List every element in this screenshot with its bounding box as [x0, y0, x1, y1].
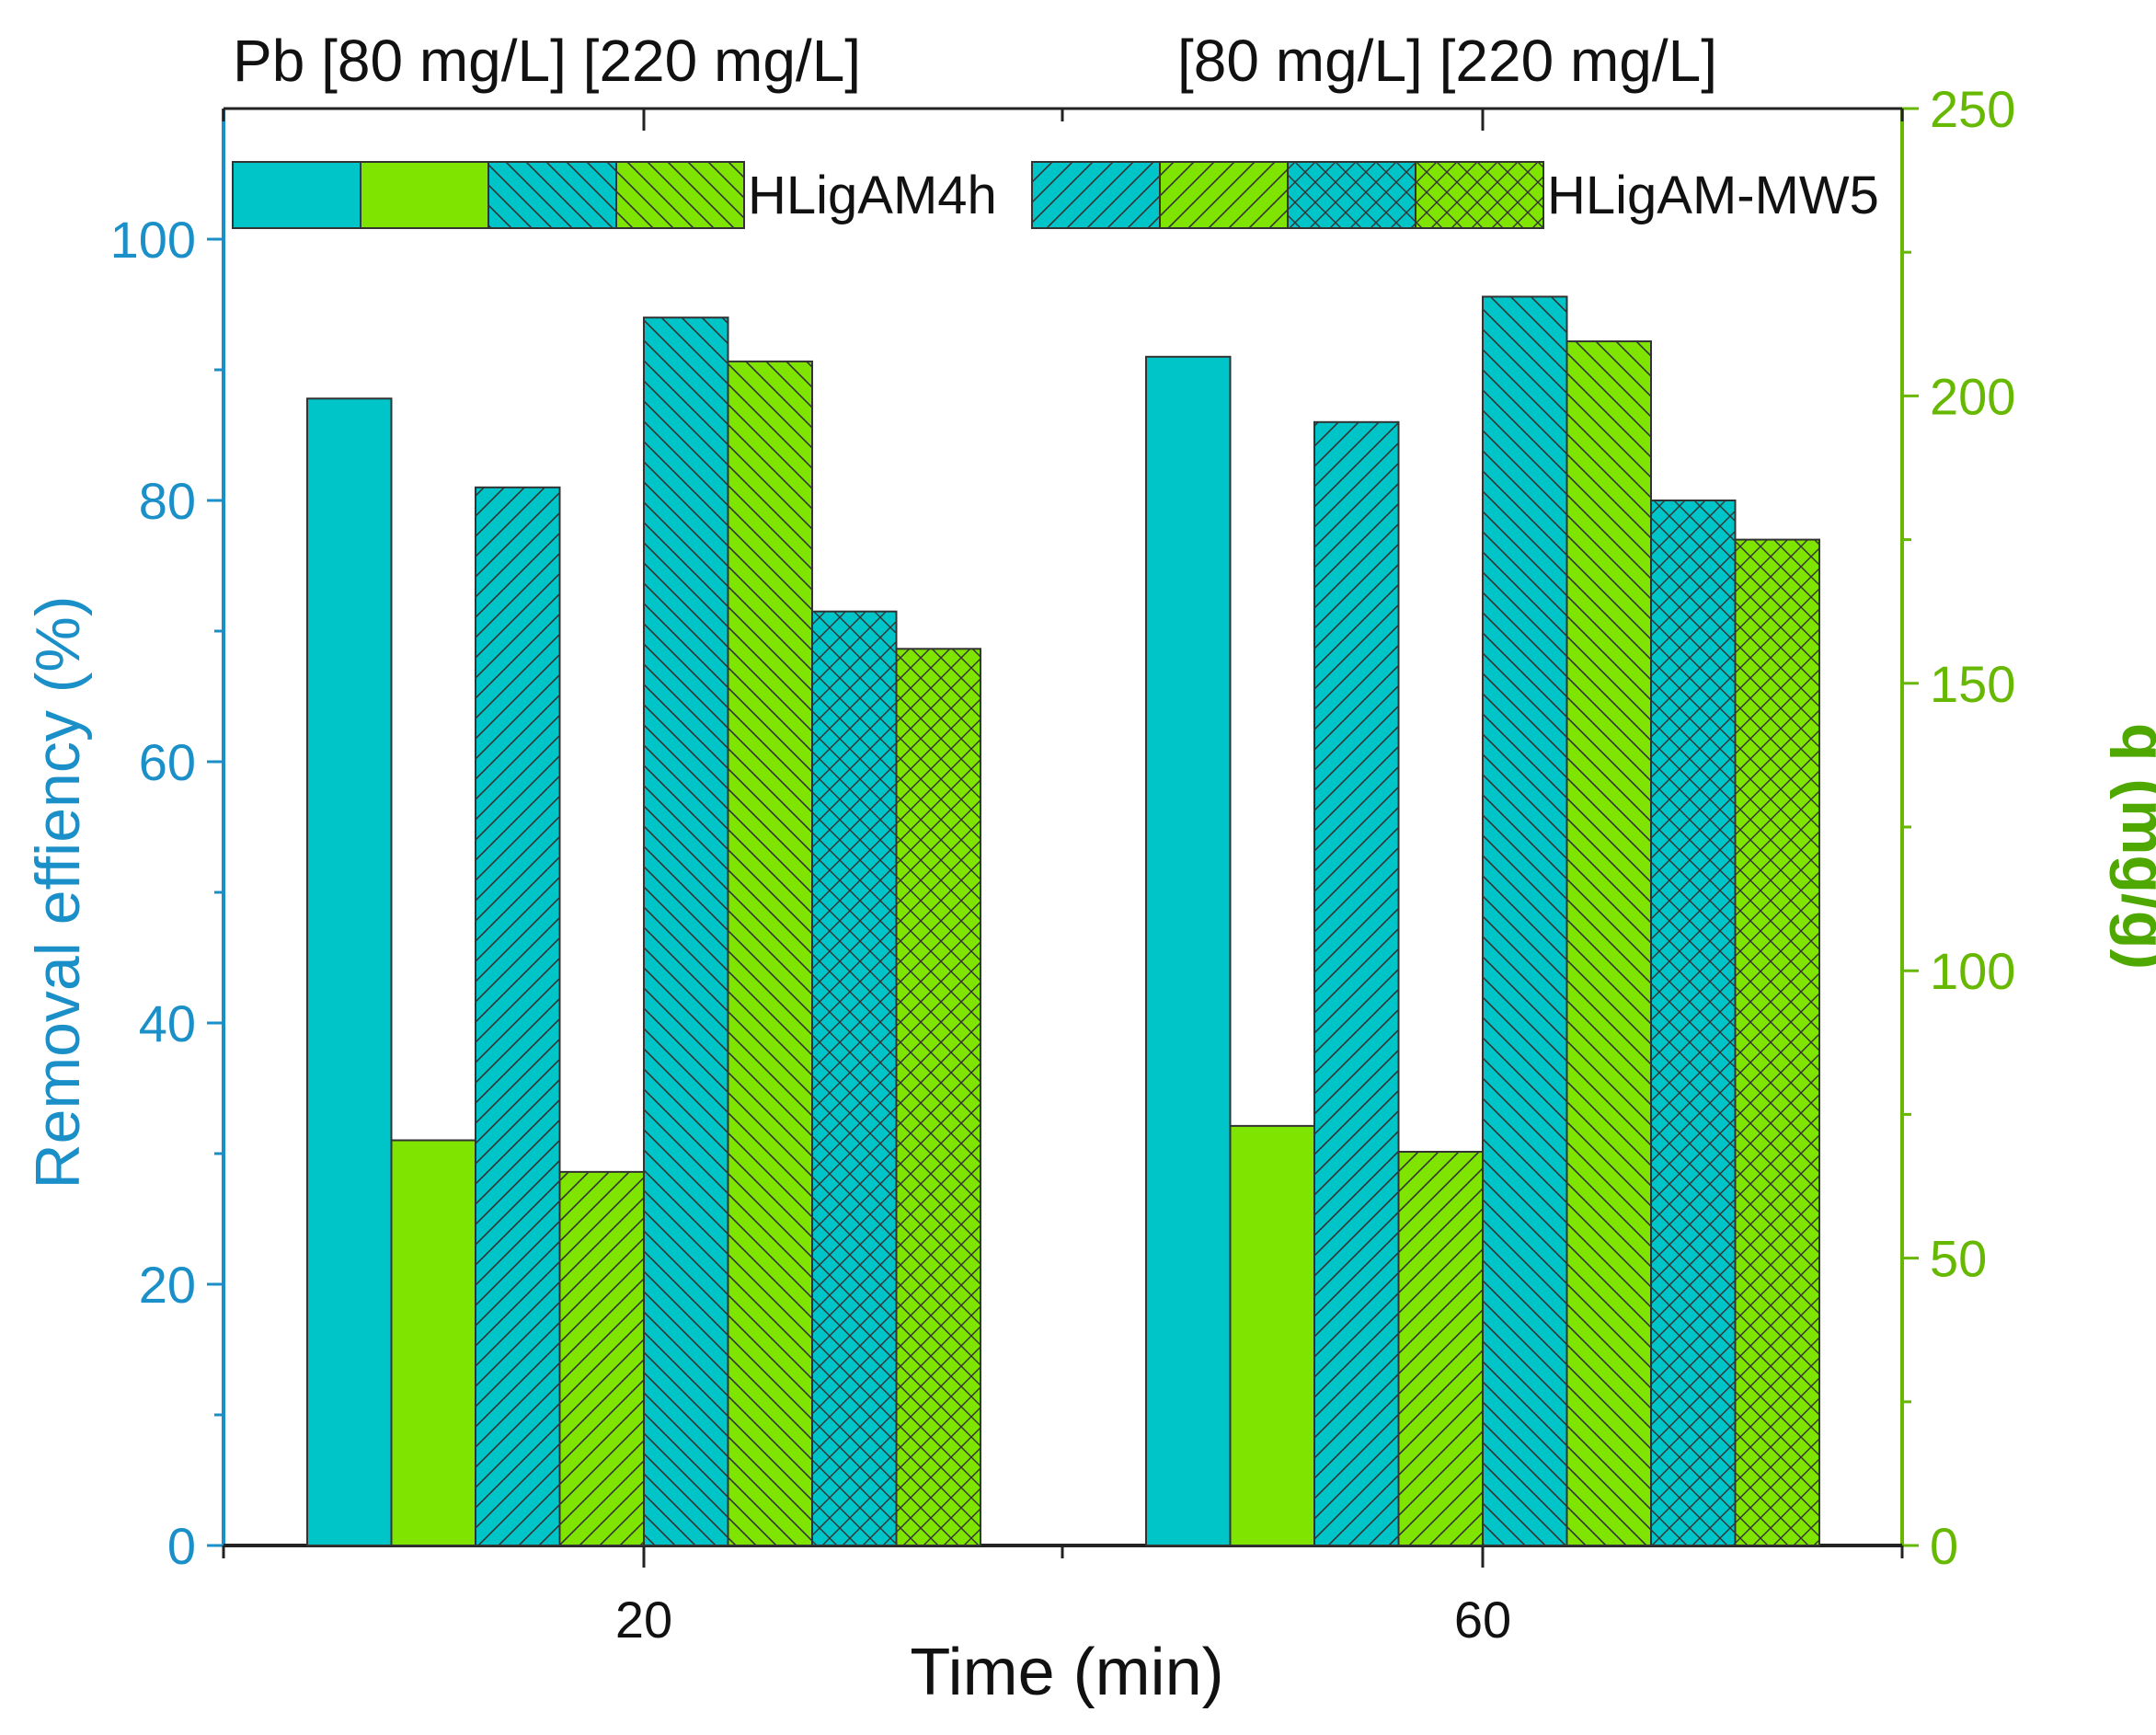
y-left-tick-label: 100 — [110, 211, 196, 269]
legend-swatch-hatch — [616, 162, 744, 228]
legend-swatch-hatch — [1032, 162, 1160, 228]
x-tick-label: 20 — [615, 1591, 672, 1649]
bar-hatch — [1314, 421, 1399, 1545]
y-left-tick-label: 60 — [139, 733, 196, 791]
bar — [1146, 356, 1231, 1545]
bar-hatch — [644, 317, 728, 1546]
header-label-right: [80 mg/L] [220 mg/L] — [1177, 28, 1717, 94]
legend-swatch-hatch — [1416, 162, 1543, 228]
legend-swatch — [233, 162, 361, 228]
bar-hatch — [476, 487, 560, 1545]
y-left-tick-label: 0 — [167, 1517, 196, 1575]
legend-swatch-hatch — [1160, 162, 1288, 228]
y-right-tick-label: 100 — [1930, 942, 2015, 1000]
y-right-tick-label: 150 — [1930, 655, 2015, 713]
legend-swatch-hatch — [1288, 162, 1416, 228]
bar-outline — [475, 486, 561, 1546]
legend-swatch-outline — [615, 161, 745, 229]
bar-hatch — [812, 611, 897, 1545]
y-axis-title-left: Removal effiency (%) — [23, 596, 93, 1189]
bar — [391, 1140, 476, 1545]
y-left-tick-label: 40 — [139, 994, 196, 1052]
y-right-tick-label: 250 — [1930, 80, 2015, 138]
bar-outline — [306, 397, 393, 1546]
legend-swatch — [361, 162, 488, 228]
bar-hatch — [896, 649, 981, 1545]
y-right-tick-label: 50 — [1930, 1230, 1987, 1288]
bar — [307, 398, 392, 1545]
legend-swatch-hatch — [488, 162, 616, 228]
legend-label: HLigAM-MW5 — [1547, 166, 1879, 225]
bar-hatch — [1483, 296, 1567, 1546]
bar-outline — [1145, 355, 1232, 1546]
y-axis-title-right: q (mg/g) — [2109, 723, 2156, 970]
bar-outline — [895, 648, 981, 1546]
bar-hatch — [1566, 341, 1651, 1546]
legend-label: HLigAM4h — [748, 166, 997, 225]
bar-hatch — [559, 1171, 644, 1545]
x-tick-label: 60 — [1454, 1591, 1511, 1649]
y-right-tick-label: 0 — [1930, 1517, 1958, 1575]
header-label-left: Pb [80 mg/L] [220 mg/L] — [233, 28, 861, 94]
y-left-tick-label: 80 — [139, 472, 196, 530]
legend-swatch-outline — [1415, 161, 1544, 229]
y-left-tick-label: 20 — [139, 1256, 196, 1314]
bar — [1230, 1125, 1314, 1545]
bar-outline — [1734, 538, 1820, 1546]
bar-outline — [1313, 420, 1400, 1546]
bar-hatch — [1398, 1152, 1483, 1545]
x-axis-title: Time (min) — [910, 1636, 1223, 1709]
bar-hatch — [1651, 500, 1736, 1545]
bar-hatch — [1735, 539, 1819, 1545]
y-right-tick-label: 200 — [1930, 367, 2015, 425]
bar-hatch — [728, 361, 812, 1545]
